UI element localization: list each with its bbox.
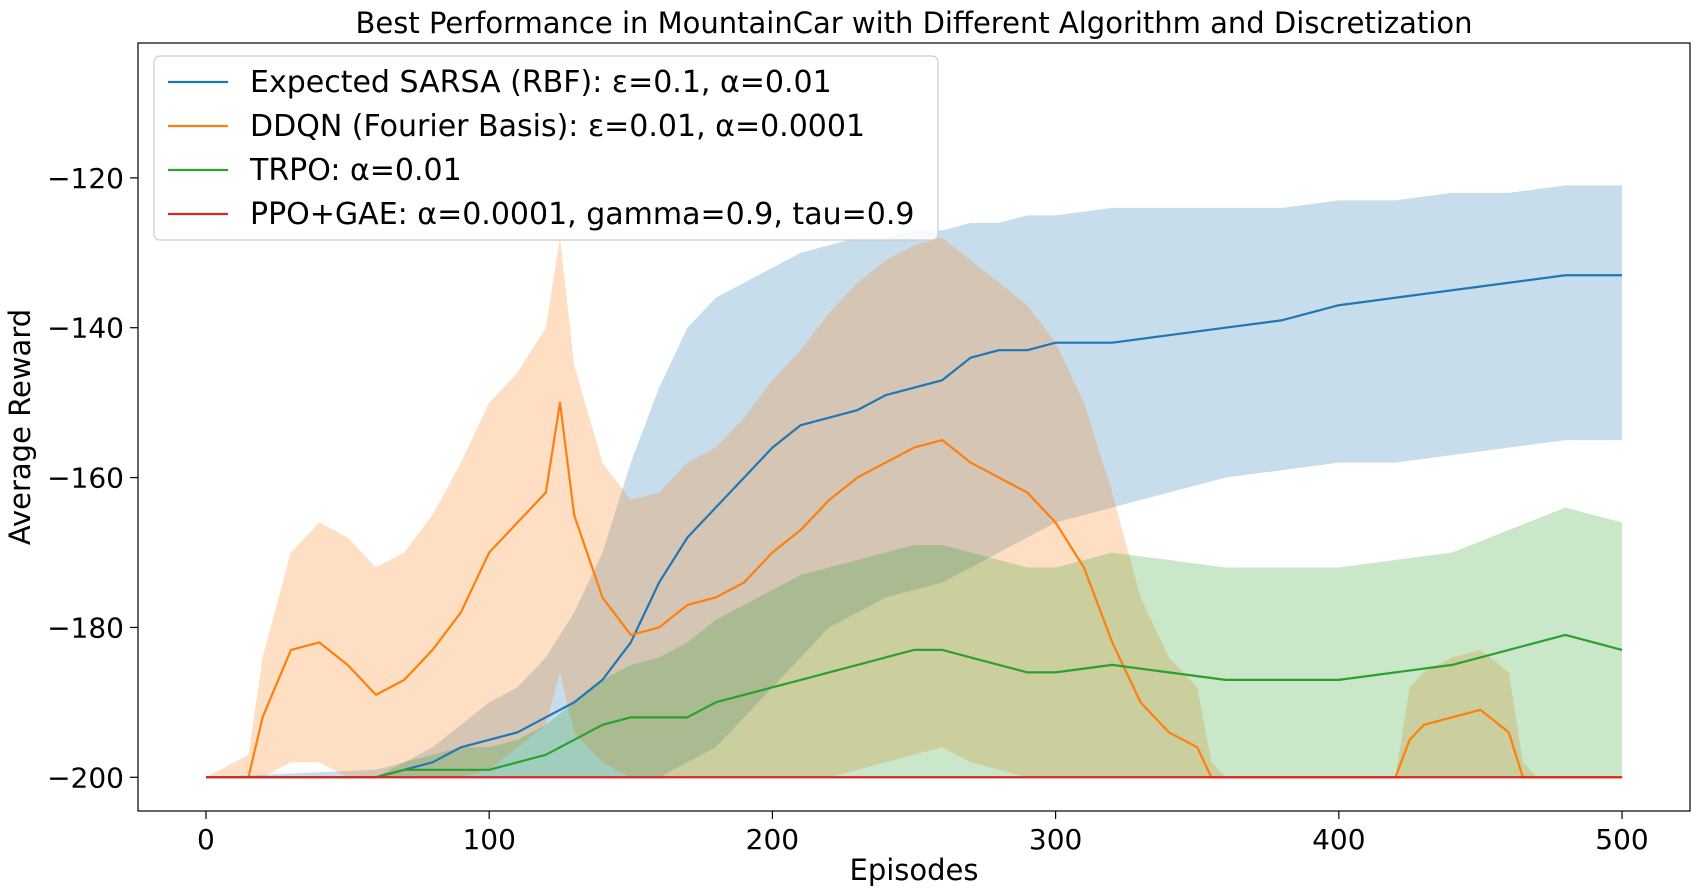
series-lines [205,274,1623,779]
series-2-legend-label: DDQN (Fourier Basis): ε=0.01, α=0.0001 [250,109,865,144]
legend: Expected SARSA (RBF): ε=0.1, α=0.01 DDQN … [153,55,939,241]
series-1-band [205,185,1623,778]
x-tick-label: 300 [1029,823,1082,856]
y-tick-label: −160 [47,462,124,495]
confidence-bands [205,185,1623,778]
x-tick-label: 400 [1312,823,1365,856]
x-tick-label: 500 [1595,823,1648,856]
y-tick-label: −140 [47,312,124,345]
y-tick-label: −120 [47,162,124,195]
chart-title: Best Performance in MountainCar with Dif… [356,6,1473,40]
series-3-band [205,507,1623,778]
y-axis: −200 −180 −160 −140 −120 [47,162,138,794]
series-4-legend-label: PPO+GAE: α=0.0001, gamma=0.9, tau=0.9 [250,197,914,232]
y-tick-label: −200 [47,761,124,794]
series-3-line [205,633,1623,779]
y-axis-label: Average Reward [3,309,37,545]
series-1-line [205,274,1623,779]
x-tick-label: 200 [746,823,799,856]
x-axis: 0 100 200 300 400 500 [197,811,1649,856]
x-tick-label: 0 [197,823,215,856]
series-3-legend-label: TRPO: α=0.01 [249,153,462,188]
x-tick-label: 100 [462,823,515,856]
series-2-line [205,401,1623,779]
series-1-legend-label: Expected SARSA (RBF): ε=0.1, α=0.01 [250,65,832,100]
x-axis-label: Episodes [850,853,979,887]
legend-box [153,55,939,241]
y-tick-label: −180 [47,611,124,644]
series-2-band [205,237,1623,778]
plot-frame [137,42,1691,812]
